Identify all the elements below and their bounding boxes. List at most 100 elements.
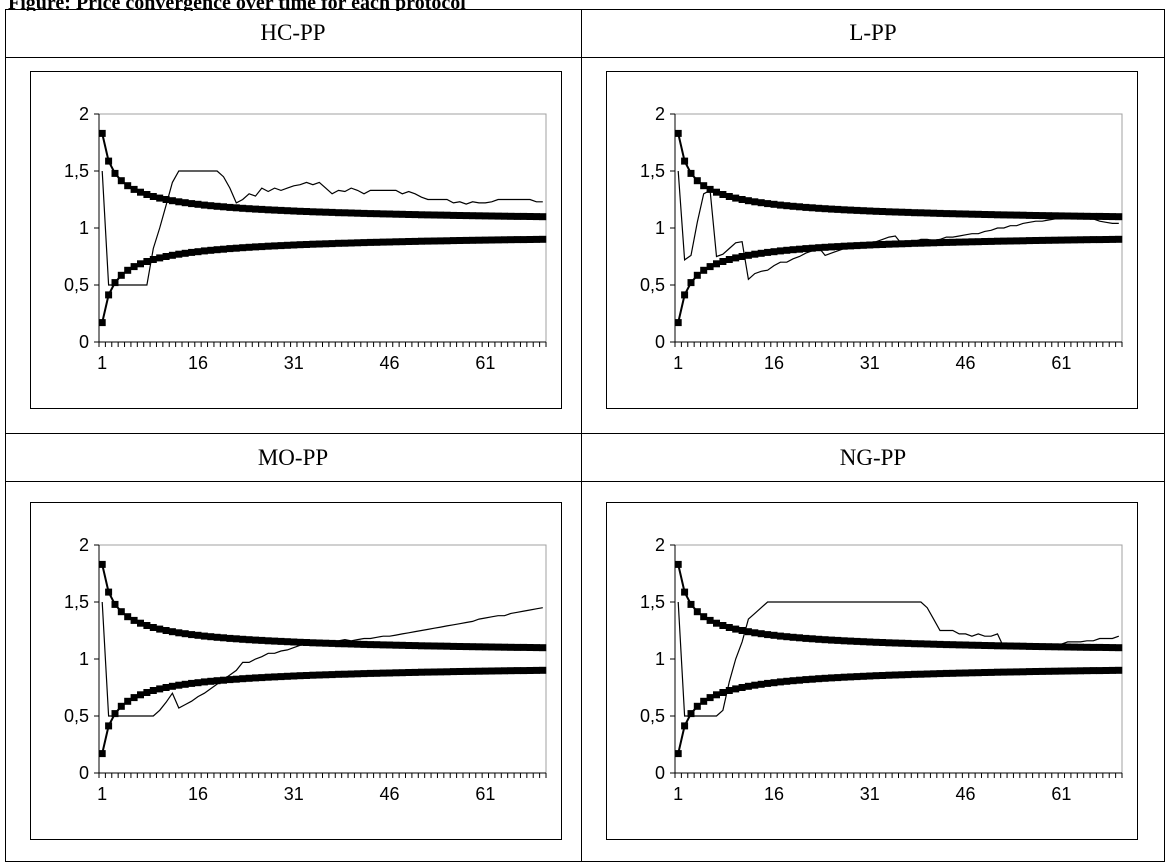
upper-bound-marker: [706, 616, 714, 624]
upper-bound-marker: [130, 616, 138, 624]
lower-bound-marker: [226, 676, 234, 684]
lower-bound-marker: [776, 678, 784, 686]
lower-bound-marker: [911, 239, 918, 247]
upper-bound-marker: [392, 210, 400, 218]
upper-bound-marker: [475, 643, 483, 651]
lower-bound-marker: [481, 236, 489, 244]
lower-bound-marker: [840, 673, 848, 681]
upper-bound-marker: [757, 630, 765, 638]
lower-bound-marker: [802, 676, 810, 684]
lower-bound-marker: [725, 687, 733, 694]
y-tick-label: 1: [79, 218, 89, 238]
upper-bound-marker: [1083, 212, 1091, 220]
x-tick-label: 16: [188, 784, 208, 804]
lower-bound-marker: [917, 670, 925, 678]
lower-bound-marker: [1038, 236, 1046, 244]
lower-bound-marker: [859, 241, 867, 249]
lower-bound-marker: [706, 694, 714, 702]
lower-bound-marker: [264, 673, 272, 681]
upper-bound-marker: [968, 641, 976, 649]
lower-bound-marker: [770, 248, 778, 256]
upper-bound-marker: [424, 642, 432, 650]
upper-bound-marker: [283, 638, 291, 646]
lower-bound-marker: [930, 670, 938, 678]
upper-bound-marker: [232, 204, 240, 212]
lower-bound-marker: [532, 235, 540, 243]
lower-bound-marker: [834, 243, 842, 251]
x-tick-label: 31: [284, 353, 304, 373]
lower-bound-marker: [130, 263, 138, 271]
lower-bound-marker: [162, 253, 170, 260]
upper-bound-marker: [335, 640, 342, 648]
upper-bound-marker: [719, 622, 727, 629]
upper-bound-marker: [840, 637, 848, 645]
upper-bound-marker: [373, 210, 381, 218]
upper-bound-marker: [175, 198, 183, 206]
lower-bound-marker: [872, 672, 880, 680]
lower-bound-marker: [137, 260, 144, 268]
lower-bound-marker: [1108, 235, 1116, 243]
lower-bound-marker: [507, 236, 515, 244]
lower-bound-line: [101, 669, 543, 754]
lower-bound-marker: [1013, 668, 1021, 676]
upper-bound-marker: [341, 209, 349, 217]
upper-bound-marker: [245, 636, 253, 644]
lower-bound-marker: [744, 682, 752, 690]
lower-bound-marker: [117, 271, 125, 279]
lower-bound-marker: [398, 238, 406, 246]
lower-bound-marker: [481, 667, 489, 675]
lower-bound-marker: [770, 679, 778, 687]
lower-bound-marker: [430, 237, 438, 245]
upper-bound-marker: [1019, 642, 1027, 650]
table-row-divider: [5, 481, 1165, 482]
lower-bound-marker: [693, 702, 701, 710]
upper-bound-marker: [315, 208, 323, 216]
lower-bound-marker: [188, 679, 196, 687]
upper-bound-marker: [137, 188, 144, 196]
upper-bound-marker: [124, 182, 132, 190]
lower-bound-marker: [245, 674, 253, 682]
upper-bound-marker: [968, 210, 976, 218]
lower-bound-marker: [213, 677, 221, 685]
lower-bound-marker: [232, 675, 240, 683]
lower-bound-marker: [866, 241, 874, 249]
upper-bound-marker: [974, 210, 982, 218]
table-row-divider: [5, 433, 1165, 434]
upper-bound-marker: [347, 209, 355, 217]
upper-bound-marker: [437, 211, 445, 219]
lower-bound-marker: [834, 674, 842, 682]
upper-bound-marker: [481, 212, 489, 220]
lower-bound-marker: [175, 250, 183, 258]
lower-bound-marker: [469, 667, 477, 675]
lower-bound-marker: [488, 667, 496, 675]
lower-bound-marker: [1045, 236, 1053, 244]
lower-bound-marker: [194, 679, 202, 687]
lower-bound-marker: [156, 685, 164, 693]
upper-bound-marker: [405, 211, 413, 218]
upper-bound-marker: [840, 206, 848, 214]
upper-bound-marker: [162, 196, 170, 203]
upper-bound-marker: [693, 177, 701, 185]
upper-bound-marker: [1032, 643, 1040, 650]
lower-bound-marker: [725, 256, 733, 263]
lower-bound-marker: [347, 670, 355, 678]
upper-bound-marker: [181, 630, 189, 638]
upper-bound-marker: [513, 643, 521, 651]
lower-bound-marker: [520, 667, 528, 675]
y-tick-label: 0: [79, 763, 89, 783]
upper-bound-marker: [1057, 643, 1065, 651]
upper-bound-marker: [188, 200, 196, 208]
upper-bound-marker: [1070, 212, 1078, 220]
upper-bound-marker: [462, 643, 470, 651]
upper-bound-marker: [962, 210, 970, 218]
x-tick-label: 46: [956, 784, 976, 804]
upper-bound-marker: [443, 211, 451, 219]
upper-bound-marker: [430, 642, 438, 650]
upper-bound-marker: [130, 185, 138, 193]
lower-bound-marker: [808, 675, 816, 683]
lower-bound-marker: [469, 236, 477, 244]
lower-bound-marker: [98, 319, 106, 327]
lower-bound-marker: [1102, 667, 1110, 674]
lower-bound-marker: [962, 669, 970, 677]
upper-bound-marker: [1000, 642, 1008, 650]
